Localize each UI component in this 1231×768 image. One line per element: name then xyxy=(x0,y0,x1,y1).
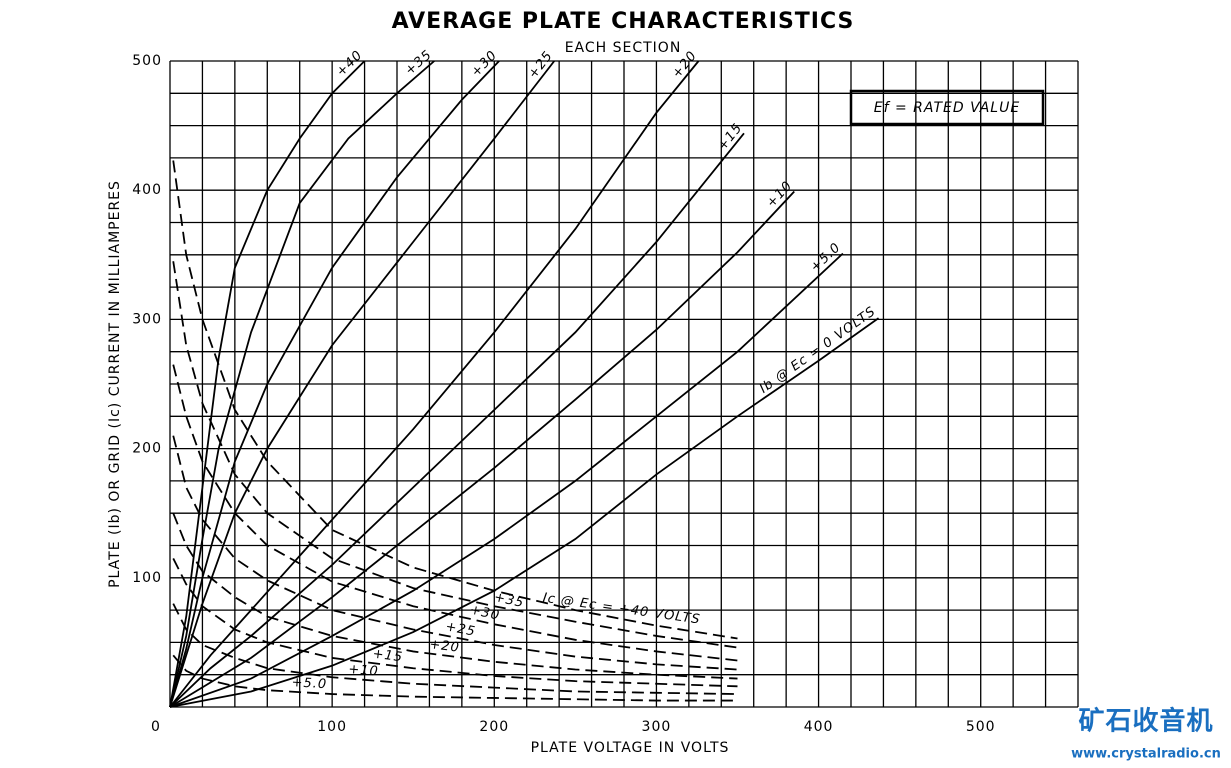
y-axis-label: PLATE (Ib) OR GRID (Ic) CURRENT IN MILLI… xyxy=(107,180,123,588)
curve xyxy=(169,60,555,708)
series-label: +20 xyxy=(428,637,460,656)
curve xyxy=(172,364,738,662)
chart-title: AVERAGE PLATE CHARACTERISTICS xyxy=(392,9,855,34)
y-tick-label: 200 xyxy=(132,441,162,457)
series-label: +15 xyxy=(372,647,404,666)
curve xyxy=(169,317,880,708)
x-tick-label: 400 xyxy=(804,719,834,735)
series-label: Ic @ Ec = +40 VOLTS xyxy=(542,591,702,628)
curve xyxy=(172,160,738,640)
curve xyxy=(169,60,366,708)
x-tick-label: 0 xyxy=(151,719,161,735)
y-tick-label: 100 xyxy=(132,570,162,586)
curve xyxy=(169,252,844,708)
curve xyxy=(169,60,700,708)
y-tick-label: 300 xyxy=(132,311,162,327)
watermark-title: 矿石收音机 xyxy=(1078,706,1213,737)
series-label: +35 xyxy=(493,590,526,611)
x-tick-label: 200 xyxy=(479,719,509,735)
x-tick-label: 500 xyxy=(966,719,996,735)
curve xyxy=(172,512,738,680)
curve xyxy=(172,261,738,649)
x-tick-label: 300 xyxy=(642,719,672,735)
chart-subtitle: EACH SECTION xyxy=(565,40,682,56)
curve xyxy=(169,60,500,708)
curve xyxy=(172,654,738,702)
series-label: +10 xyxy=(348,662,380,679)
x-tick-label: 100 xyxy=(317,719,347,735)
series-label: +25 xyxy=(444,619,477,639)
curve xyxy=(172,603,738,695)
x-axis-label: PLATE VOLTAGE IN VOLTS xyxy=(531,740,730,756)
annotation: Ef = RATED VALUE xyxy=(874,100,1020,116)
y-tick-label: 500 xyxy=(132,53,162,69)
curve xyxy=(169,60,435,708)
series-label: +30 xyxy=(468,603,501,624)
series-label: +5.0 xyxy=(291,675,327,692)
curve xyxy=(169,132,745,708)
watermark-url: www.crystalradio.cn xyxy=(1071,747,1221,762)
curve xyxy=(172,558,738,688)
curve xyxy=(172,435,738,671)
curve xyxy=(169,190,795,708)
y-tick-label: 400 xyxy=(132,182,162,198)
